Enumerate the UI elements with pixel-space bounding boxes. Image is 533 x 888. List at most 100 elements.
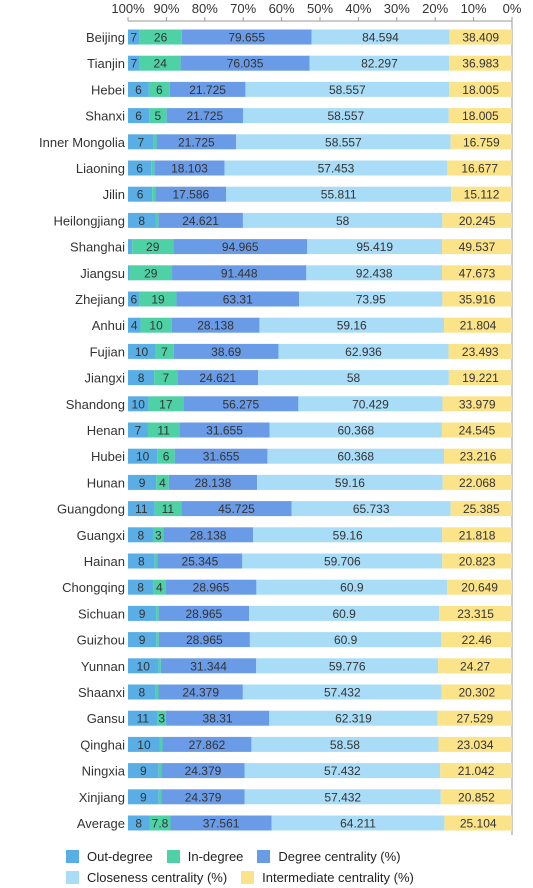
legend-item: Out-degree [66, 848, 153, 865]
category-label: Yunnan [81, 659, 125, 674]
data-label: 62.936 [345, 345, 382, 359]
bar-segment [128, 553, 155, 569]
data-label: 4 [159, 476, 166, 490]
bar-segment [159, 736, 163, 752]
bar-segment [166, 108, 243, 124]
bar-segment [168, 474, 258, 490]
data-label: 24.27 [460, 659, 490, 673]
bar-segment [298, 396, 443, 412]
bar-segment [442, 396, 512, 412]
data-label: 49.537 [459, 240, 496, 254]
bar-segment [447, 579, 512, 595]
bar-segment [149, 815, 171, 831]
data-label: 15.112 [464, 188, 500, 202]
stacked-bar-chart: 100% 90% 80% 70% 60% 50% 40% 30% 20% 10% 0% Beijing… [39, 1, 522, 835]
data-label: 16.759 [463, 135, 500, 149]
data-label: 8 [138, 555, 145, 569]
bar-segment [442, 291, 512, 307]
category-label: Guangxi [77, 528, 126, 543]
data-label: 11 [157, 424, 170, 438]
bar-segment [128, 632, 157, 648]
data-label: 6 [137, 188, 144, 202]
bar-segment [147, 422, 180, 438]
data-label: 59.16 [337, 319, 367, 333]
bar-segment [128, 55, 140, 71]
legend-item: Intermediate centrality (%) [241, 869, 414, 886]
data-label: 37.561 [203, 817, 240, 831]
data-label: 73.95 [356, 293, 386, 307]
data-label: 31.655 [203, 450, 240, 464]
data-label: 28.138 [195, 476, 232, 490]
data-label: 57.432 [324, 764, 361, 778]
bar-segment [242, 108, 449, 124]
bar-segment [148, 81, 170, 97]
bar-segment [128, 186, 153, 202]
bar-segment [249, 632, 442, 648]
data-label: 28.138 [197, 319, 234, 333]
category-label: Guangdong [57, 502, 125, 517]
data-label: 63.31 [223, 293, 253, 307]
legend-swatch [66, 850, 79, 863]
bar-segment [128, 763, 159, 779]
data-label: 24.545 [459, 424, 496, 438]
data-label: 58.58 [330, 738, 360, 752]
bar-segment [128, 212, 156, 228]
bar-segment [259, 317, 444, 333]
data-label: 56.275 [222, 397, 259, 411]
bar-segment [149, 108, 167, 124]
bar-segment [128, 134, 154, 150]
data-label: 24.621 [182, 214, 219, 228]
bar-segment [449, 81, 512, 97]
category-label: Hebei [91, 82, 125, 97]
data-label: 10 [132, 397, 146, 411]
data-label: 26 [154, 31, 168, 45]
bar-segment [153, 527, 164, 543]
legend-label: Intermediate centrality (%) [262, 870, 414, 885]
bar-segment [447, 160, 512, 176]
bar-segment [128, 474, 157, 490]
bar-segment [128, 815, 150, 831]
legend-swatch [66, 871, 79, 884]
data-label: 28.965 [185, 607, 222, 621]
bar-segment [152, 186, 156, 202]
data-label: 59.16 [335, 476, 365, 490]
bar-segment [181, 29, 312, 45]
data-label: 16.677 [461, 162, 498, 176]
bar-segment [153, 134, 157, 150]
data-label: 36.983 [462, 57, 499, 71]
data-label: 4 [156, 581, 163, 595]
bar-segment [448, 343, 512, 359]
bar-segment [440, 763, 512, 779]
bar-segment [148, 396, 184, 412]
bar-segment [174, 448, 268, 464]
bar-segment [258, 370, 449, 386]
bar-segment [128, 527, 154, 543]
bar-segment [158, 212, 243, 228]
legend-swatch [257, 850, 271, 863]
bar-segment [128, 605, 157, 621]
data-label: 21.725 [186, 109, 223, 123]
data-label: 59.706 [324, 555, 361, 569]
bar-segment [128, 29, 140, 45]
data-label: 31.655 [206, 424, 243, 438]
data-label: 95.419 [356, 240, 393, 254]
data-label: 91.448 [221, 266, 258, 280]
data-label: 60.368 [337, 424, 374, 438]
legend-item: In-degree [166, 848, 243, 865]
bar-segment [128, 789, 159, 805]
data-label: 23.315 [457, 607, 494, 621]
bar-segment [160, 658, 257, 674]
bar-segment [244, 763, 441, 779]
category-label: Jilin [103, 187, 125, 202]
bar-segment [269, 422, 442, 438]
bar-segment [442, 527, 512, 543]
bar-segment [128, 710, 158, 726]
category-label: Average [77, 816, 125, 831]
category-label: Shanghai [70, 240, 125, 255]
x-tick-label: 0% [503, 1, 522, 16]
bar-segment [226, 186, 452, 202]
bar-segment [278, 343, 449, 359]
data-label: 38.31 [203, 712, 233, 726]
category-label: Inner Mongolia [39, 135, 126, 150]
data-label: 60.9 [340, 581, 364, 595]
